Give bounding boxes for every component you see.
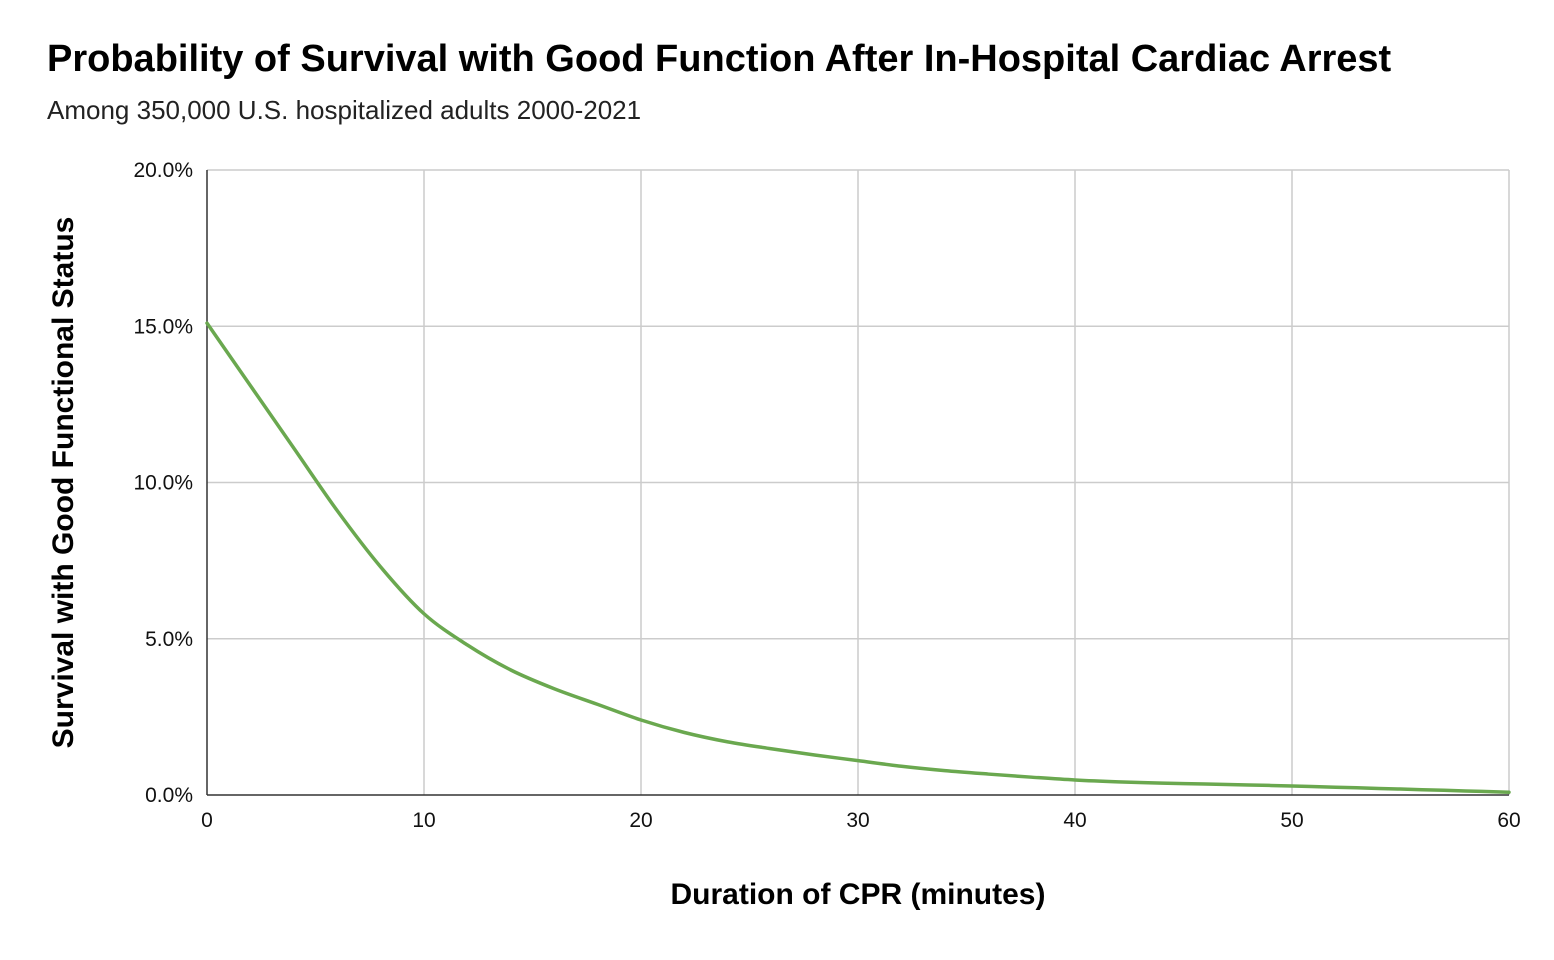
chart-title: Probability of Survival with Good Functi… (47, 38, 1392, 80)
x-tick-label: 0 (201, 809, 213, 832)
series-layer (205, 321, 1511, 794)
y-tick-label: 20.0% (133, 159, 193, 182)
grid-lines (207, 169, 1510, 795)
x-tick-label: 10 (412, 809, 435, 832)
x-tick-label: 40 (1063, 809, 1086, 832)
chart-subtitle: Among 350,000 U.S. hospitalized adults 2… (47, 95, 642, 125)
x-tick-label: 60 (1497, 809, 1520, 832)
tick-labels: 0 10 20 30 40 50 60 0.0% 5.0% 10.0% 15.0% 20.0% (133, 159, 1520, 832)
y-axis-title: Survival with Good Functional Status (47, 217, 80, 749)
x-axis-title: Duration of CPR (minutes) (671, 878, 1046, 911)
axes (206, 170, 1509, 796)
y-tick-label: 15.0% (133, 315, 193, 338)
x-tick-label: 20 (629, 809, 652, 832)
x-tick-label: 30 (846, 809, 869, 832)
y-tick-label: 10.0% (133, 472, 193, 495)
x-tick-label: 50 (1280, 809, 1303, 832)
y-tick-label: 0.0% (145, 784, 193, 807)
series-line (205, 321, 1511, 794)
y-tick-label: 5.0% (145, 628, 193, 651)
